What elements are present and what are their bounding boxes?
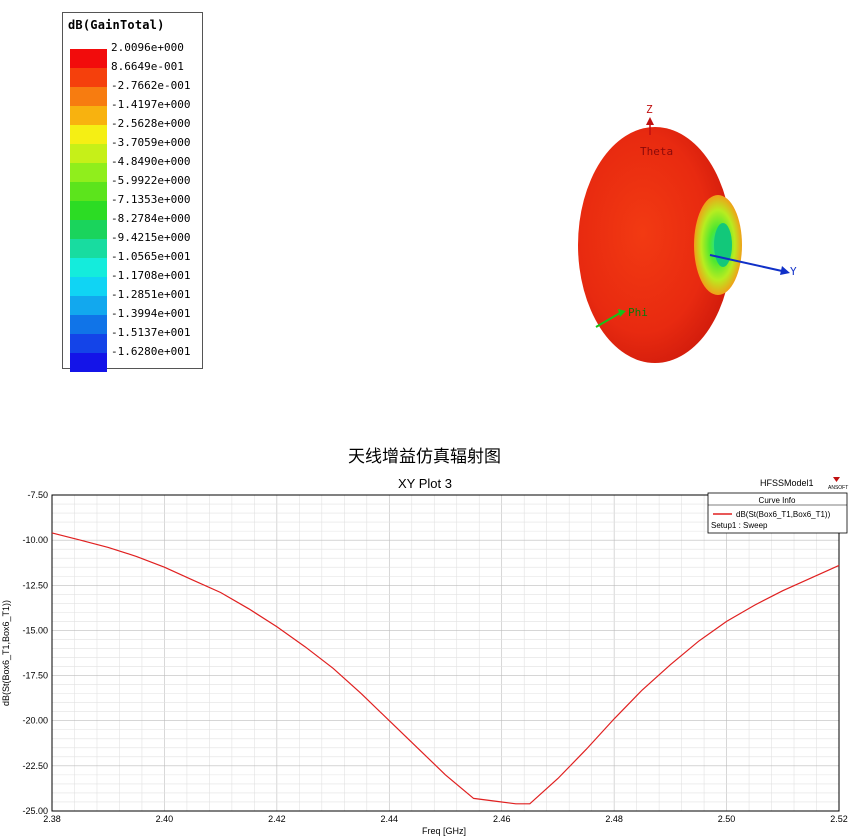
y-tick-label: -10.00 [22, 535, 48, 545]
x-tick-label: 2.40 [156, 814, 174, 824]
legend-value: -1.1708e+001 [111, 269, 191, 282]
curve-setup: Setup1 : Sweep [711, 521, 768, 530]
z-axis-label: Z [646, 103, 653, 116]
y-tick-label: -25.00 [22, 806, 48, 816]
plot-grid [51, 494, 840, 812]
legend-value: -9.4215e+000 [111, 231, 191, 244]
legend-swatch [70, 296, 107, 315]
legend-value: -7.1353e+000 [111, 193, 191, 206]
x-tick-label: 2.42 [268, 814, 286, 824]
legend-swatch [70, 334, 107, 353]
legend-swatch [70, 353, 107, 372]
phi-label: Phi [628, 306, 648, 319]
y-tick-label: -22.50 [22, 761, 48, 771]
legend-swatch [70, 144, 107, 163]
y-axis-title: dB(St(Box6_T1,Box6_T1)) [1, 600, 11, 706]
legend-swatch [70, 277, 107, 296]
model-name: HFSSModel1 [760, 478, 814, 488]
legend-value: -5.9922e+000 [111, 174, 191, 187]
y-tick-label: -7.50 [27, 490, 48, 500]
ansoft-logo-text: ANSOFT [828, 485, 848, 491]
x-tick-label: 2.46 [493, 814, 511, 824]
legend-swatch [70, 201, 107, 220]
legend-swatch [70, 220, 107, 239]
s11-curve [51, 532, 840, 805]
legend-swatch [70, 163, 107, 182]
y-tick-label: -12.50 [22, 580, 48, 590]
z-axis-arrow [646, 117, 654, 125]
y-axis-line [709, 254, 783, 272]
legend-title: dB(GainTotal) [68, 18, 165, 32]
legend-swatch [70, 87, 107, 106]
y-tick-label: -17.50 [22, 671, 48, 681]
x-tick-label: 2.50 [718, 814, 736, 824]
legend-swatch [70, 258, 107, 277]
legend-value: -1.5137e+001 [111, 326, 191, 339]
plot-frame [51, 494, 840, 812]
legend-value: -2.7662e-001 [111, 79, 191, 92]
legend-value: -2.5628e+000 [111, 117, 191, 130]
curve-name: dB(St(Box6_T1,Box6_T1)) [736, 510, 831, 519]
legend-value: -3.7059e+000 [111, 136, 191, 149]
legend-value: -1.2851e+001 [111, 288, 191, 301]
legend-value: 8.6649e-001 [111, 60, 184, 73]
legend-swatch [70, 239, 107, 258]
x-tick-label: 2.52 [830, 814, 848, 824]
y-axis-arrow [780, 266, 790, 275]
legend-value: -1.3994e+001 [111, 307, 191, 320]
y-tick-labels: -7.50 -10.00 -12.50 -15.00 -17.50 -20.00 -22.5… [22, 490, 48, 816]
legend-value: -1.6280e+001 [111, 345, 191, 358]
legend-swatch [70, 315, 107, 334]
legend-value: -8.2784e+000 [111, 212, 191, 225]
phi-axis-line [595, 312, 621, 328]
legend-swatch [70, 125, 107, 144]
gain-legend: dB(GainTotal) 2.0096e+000 8.6649e-001 -2.7… [62, 12, 203, 372]
x-tick-label: 2.44 [381, 814, 399, 824]
theta-label: Theta [640, 145, 673, 158]
x-axis-title: Freq [GHz] [422, 826, 466, 836]
pattern-body [578, 127, 732, 363]
legend-swatch [70, 182, 107, 201]
xy-plot: -7.50 -10.00 -12.50 -15.00 -17.50 -20.00 -22.5… [1, 476, 848, 836]
ansoft-logo-icon [833, 477, 840, 482]
curve-info-legend: Curve Info dB(St(Box6_T1,Box6_T1)) Setup… [707, 492, 848, 534]
legend-swatch [70, 49, 107, 68]
plot-title: XY Plot 3 [398, 476, 452, 491]
y-axis-label: Y [790, 265, 797, 278]
legend-value: -4.8490e+000 [111, 155, 191, 168]
legend-value: -1.4197e+000 [111, 98, 191, 111]
y-tick-label: -20.00 [22, 716, 48, 726]
legend-swatch [70, 68, 107, 87]
phi-axis-arrow [618, 309, 626, 317]
x-tick-labels: 2.38 2.40 2.42 2.44 2.46 2.48 2.50 2.52 [43, 814, 848, 824]
figure-caption: 天线增益仿真辐射图 [348, 447, 501, 467]
legend-value: -1.0565e+001 [111, 250, 191, 263]
x-tick-label: 2.48 [605, 814, 623, 824]
legend-value: 2.0096e+000 [111, 41, 184, 54]
curve-info-title: Curve Info [759, 496, 796, 505]
radiation-pattern-3d: Z Theta Y Phi [578, 103, 797, 363]
x-tick-label: 2.38 [43, 814, 61, 824]
y-tick-label: -15.00 [22, 625, 48, 635]
legend-swatch [70, 106, 107, 125]
pattern-null-core [714, 223, 732, 267]
